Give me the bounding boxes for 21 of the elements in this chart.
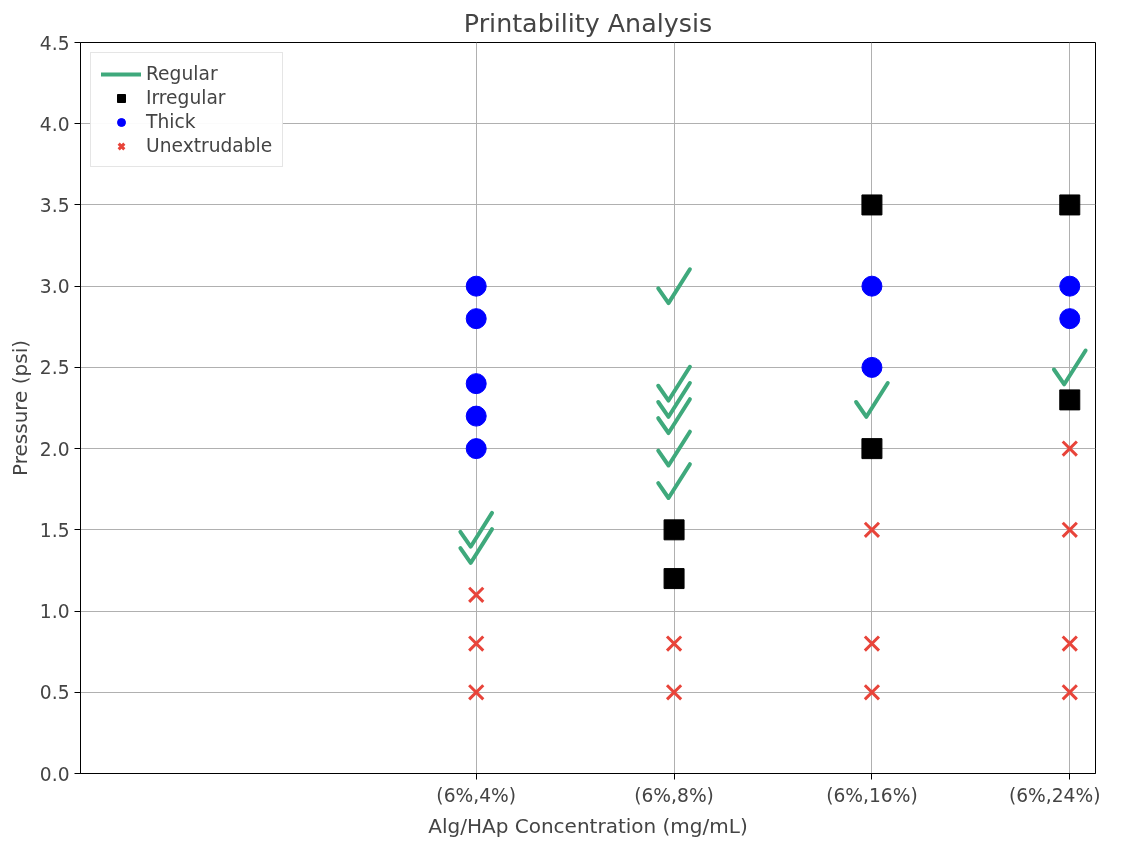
legend-label: Unextrudable <box>146 135 273 156</box>
y-tick-label: 1.5 <box>39 519 70 541</box>
chart-title: Printability Analysis <box>463 7 713 38</box>
y-tick-label: 3.5 <box>39 194 70 216</box>
x-tick-label: (6%,16%) <box>826 784 918 806</box>
y-tick-label: 2.0 <box>39 438 70 460</box>
y-tick-label: 3.0 <box>39 276 70 298</box>
x-tick-label: (6%,4%) <box>436 784 517 806</box>
x-axis-title: Alg/HAp Concentration (mg/mL) <box>428 813 748 838</box>
y-tick-label: 1.0 <box>39 601 70 623</box>
y-axis-title: Pressure (psi) <box>7 339 32 477</box>
x-tick-label: (6%,8%) <box>634 784 714 806</box>
y-tick-label: 4.0 <box>39 113 70 135</box>
y-tick-label: 2.5 <box>39 357 70 379</box>
legend-label: Thick <box>146 111 196 132</box>
x-tick-label: (6%,24%) <box>1008 784 1101 806</box>
y-tick-label: 0.5 <box>39 682 70 704</box>
legend-label: Regular <box>146 63 218 84</box>
y-tick-label: 4.5 <box>39 32 70 54</box>
y-tick-label: 0.0 <box>39 763 70 785</box>
legend-label: Irregular <box>146 87 226 108</box>
